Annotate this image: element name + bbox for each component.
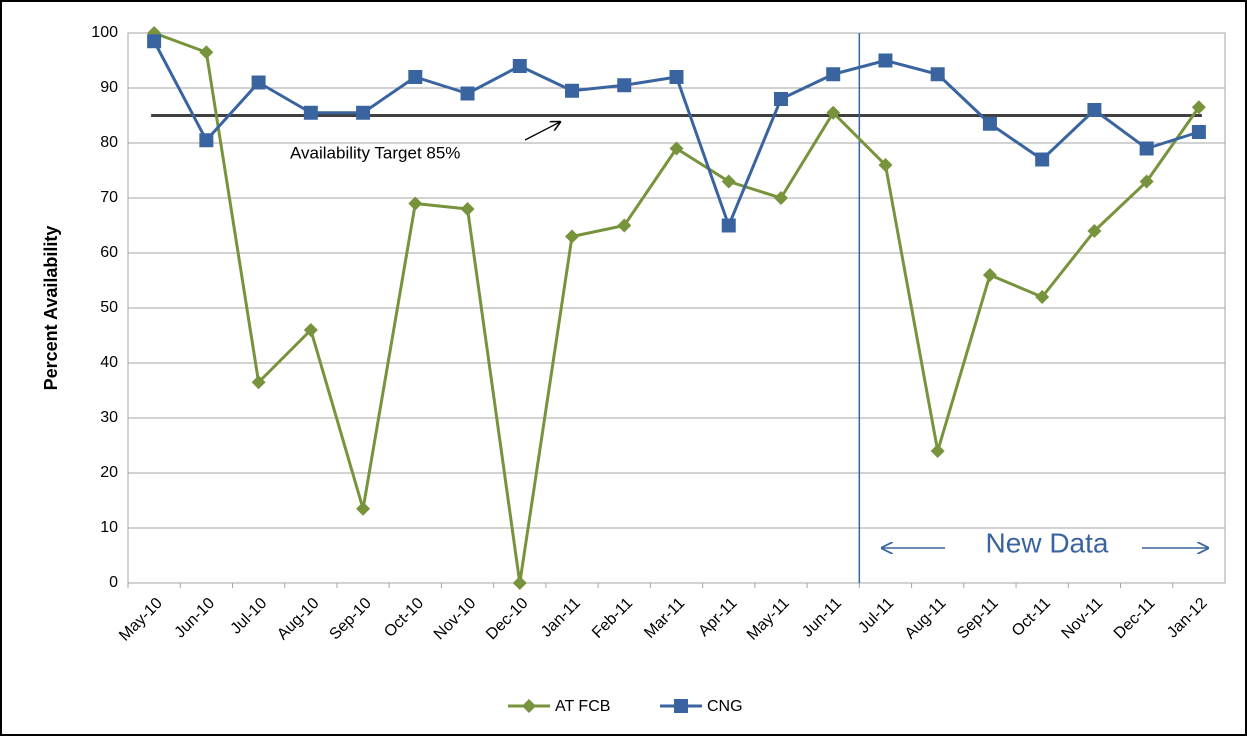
square-marker (251, 75, 266, 90)
diamond-marker (356, 501, 371, 516)
square-marker (147, 34, 162, 49)
annotation: New Data (986, 527, 1109, 558)
y-axis-label: Percent Availability (41, 226, 61, 391)
diamond-marker (1087, 224, 1102, 238)
square-marker (930, 67, 945, 82)
y-tick-label: 0 (109, 574, 118, 591)
square-marker (565, 83, 580, 98)
target-label: Availability Target 85% (290, 143, 460, 162)
square-marker (512, 59, 527, 73)
diamond-marker (721, 174, 736, 189)
square-marker (460, 86, 475, 101)
legend-label: AT FCB (555, 698, 610, 715)
y-tick-label: 90 (100, 79, 118, 96)
diamond-marker (199, 45, 214, 60)
y-tick-label: 80 (100, 134, 118, 151)
square-marker (669, 70, 684, 84)
y-tick-label: 30 (100, 409, 118, 426)
square-marker (878, 53, 893, 68)
square-marker (1191, 125, 1206, 139)
diamond-marker (1191, 100, 1206, 115)
legend-marker (522, 699, 536, 713)
square-marker (408, 70, 423, 84)
diamond-marker (878, 158, 893, 172)
square-marker (199, 133, 214, 148)
square-marker (1139, 141, 1154, 156)
y-tick-label: 70 (100, 189, 118, 206)
y-tick-label: 20 (100, 464, 118, 481)
diamond-marker (773, 191, 788, 205)
diamond-marker (408, 196, 423, 211)
y-tick-label: 10 (100, 519, 118, 536)
square-marker (1035, 152, 1050, 167)
diamond-marker (826, 105, 841, 120)
square-marker (303, 105, 318, 120)
diamond-marker (669, 141, 684, 156)
square-marker (356, 105, 371, 120)
diamond-marker (251, 375, 266, 390)
legend-marker (674, 699, 688, 713)
target-arrow (524, 122, 560, 141)
square-marker (982, 116, 997, 131)
square-marker (773, 92, 788, 106)
y-tick-label: 50 (100, 299, 118, 316)
square-marker (617, 78, 632, 93)
diamond-marker (617, 218, 632, 233)
diamond-marker (982, 268, 997, 282)
square-marker (1087, 103, 1102, 117)
diamond-marker (1035, 290, 1050, 304)
diamond-marker (303, 323, 318, 337)
legend-label: CNG (707, 698, 743, 715)
y-tick-label: 40 (100, 354, 118, 371)
diamond-marker (512, 576, 527, 590)
y-tick-label: 60 (100, 244, 118, 261)
diamond-marker (1139, 174, 1154, 189)
y-tick-label: 100 (91, 24, 118, 41)
square-marker (721, 218, 736, 233)
plot-border (127, 32, 1226, 584)
square-marker (826, 67, 841, 82)
diamond-marker (565, 229, 580, 244)
diamond-marker (930, 444, 945, 458)
diamond-marker (460, 202, 475, 216)
